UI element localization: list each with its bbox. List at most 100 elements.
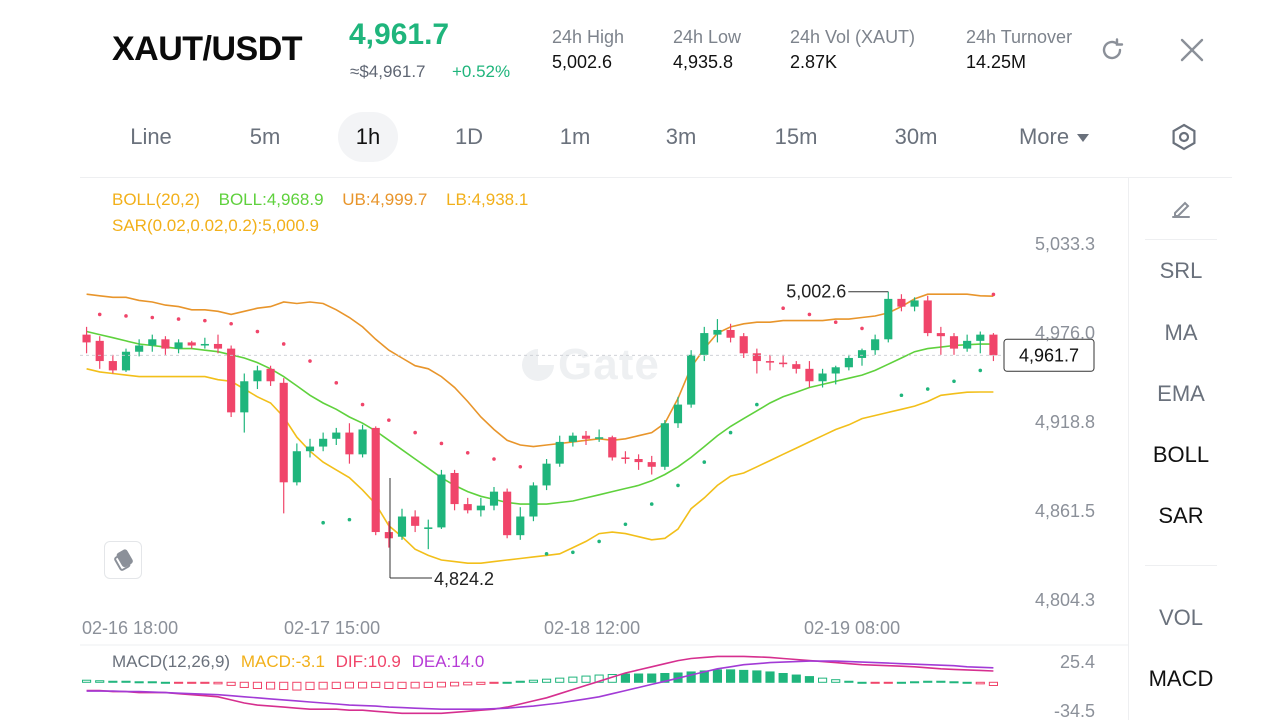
drawing-toggle-button[interactable]: [104, 541, 142, 579]
candle-body: [608, 437, 617, 458]
x-tick-label: 02-16 18:00: [82, 618, 178, 638]
macd-histogram-bar: [949, 681, 959, 684]
macd-histogram-bar: [265, 681, 276, 690]
macd-histogram-bar: [568, 676, 578, 683]
sar-dot: [360, 402, 365, 407]
candle-body: [581, 435, 591, 439]
macd-histogram-bar: [239, 681, 249, 688]
macd-histogram-bar: [331, 681, 341, 690]
boll-upper-band: [86, 293, 994, 448]
macd-histogram-bar: [883, 681, 893, 684]
macd-histogram-bar: [318, 681, 328, 690]
stat-value: 4,935.8: [673, 52, 734, 72]
candle-body: [292, 451, 301, 483]
candle-body: [726, 329, 735, 338]
macd-histogram-bar: [371, 681, 381, 688]
indicator-boll[interactable]: BOLL: [1152, 442, 1210, 467]
sar-dot: [176, 317, 181, 321]
macd-tick-label: 25.4: [1060, 652, 1095, 672]
settings-icon[interactable]: [1169, 122, 1199, 157]
tab-1m[interactable]: 1m: [559, 124, 591, 149]
indicator-sar[interactable]: SAR: [1158, 503, 1204, 528]
boll-params: BOLL(20,2): [112, 190, 200, 209]
indicator-macd[interactable]: MACD: [1148, 666, 1214, 691]
tab-15m[interactable]: 15m: [774, 124, 818, 149]
candle-body: [884, 298, 893, 340]
macd-histogram-bar: [647, 673, 657, 683]
candle-body: [568, 435, 577, 442]
draw-tool-button[interactable]: [1129, 196, 1233, 228]
candle-body: [266, 368, 275, 382]
candle-body: [450, 472, 459, 505]
indicator-srl[interactable]: SRL: [1159, 258, 1203, 283]
macd-histogram-bar: [279, 681, 289, 691]
macd-histogram-bar: [357, 681, 368, 689]
macd-histogram-bar: [712, 669, 723, 683]
macd-histogram-bar: [831, 679, 841, 683]
sar-dot: [899, 393, 904, 398]
macd-histogram-bar: [594, 674, 604, 683]
macd-histogram-bar: [173, 681, 184, 684]
boll-mid-value: BOLL:4,968.9: [218, 190, 324, 209]
macd-histogram-bar: [121, 680, 131, 683]
indicator-vol[interactable]: VOL: [1158, 605, 1204, 630]
sar-dot: [833, 320, 838, 324]
candle-body: [555, 441, 564, 464]
sar-dot: [860, 326, 864, 331]
layers-icon: [114, 549, 133, 571]
candle-body: [174, 342, 183, 349]
macd-histogram-bar: [791, 674, 801, 683]
stat-value: 14.25M: [966, 52, 1027, 72]
boll-legend: BOLL(20,2) BOLL:4,968.9 UB:4,999.7 LB:4,…: [112, 190, 528, 210]
macd-histogram-bar: [226, 681, 236, 686]
close-icon[interactable]: [1178, 36, 1206, 69]
refresh-icon[interactable]: [1098, 36, 1126, 69]
candle-body: [647, 462, 656, 467]
y-tick-label: 5,033.3: [1035, 234, 1095, 254]
tab-1d[interactable]: 1D: [454, 124, 484, 149]
sar-dot: [150, 315, 155, 320]
sar-dot: [97, 312, 102, 317]
macd-histogram-bar: [844, 680, 854, 683]
candle-body: [358, 429, 367, 455]
candle-body: [634, 458, 643, 463]
sar-dot: [413, 430, 417, 435]
macd-histogram-bar: [909, 681, 920, 684]
macd-histogram-bar: [804, 676, 815, 683]
stat-value: 2.87K: [790, 52, 838, 72]
candle-body: [437, 474, 446, 528]
chevron-down-icon: [1077, 134, 1090, 143]
tab-30m[interactable]: 30m: [894, 124, 938, 149]
candle-body: [765, 361, 775, 363]
candle-body: [529, 485, 538, 517]
indicator-ma[interactable]: MA: [1164, 320, 1198, 345]
tab-3m[interactable]: 3m: [665, 124, 697, 149]
macd-histogram-bar: [134, 681, 144, 684]
tab-1h[interactable]: 1h: [338, 112, 398, 162]
tab-5m[interactable]: 5m: [249, 124, 281, 149]
candle-body: [82, 334, 91, 343]
sar-dot: [755, 402, 759, 407]
pencil-icon: [1172, 201, 1190, 218]
candle-body: [213, 343, 223, 349]
candle-body: [949, 336, 959, 349]
candlestick-chart[interactable]: 5,002.6 4,824.2 4,961.7 5,033.3 4,976.0 4,91…: [0, 178, 1128, 720]
sar-dot: [978, 368, 983, 373]
gate-watermark: Gate: [518, 340, 660, 390]
indicator-ema[interactable]: EMA: [1157, 381, 1205, 406]
candle-body: [976, 334, 985, 341]
sar-dot: [518, 464, 523, 469]
macd-histogram-bar: [962, 681, 972, 684]
candle-body: [279, 382, 288, 483]
macd-histogram-bar: [95, 680, 105, 683]
sar-dot: [676, 483, 680, 488]
candle-body: [818, 373, 827, 382]
candle-body: [989, 334, 998, 356]
macd-histogram-bar: [857, 681, 867, 684]
candle-body: [187, 342, 196, 346]
tab-line[interactable]: Line: [130, 124, 172, 149]
candle-body: [463, 504, 472, 511]
tab-more[interactable]: More: [1004, 112, 1104, 162]
gate-logo-icon: [522, 349, 554, 381]
